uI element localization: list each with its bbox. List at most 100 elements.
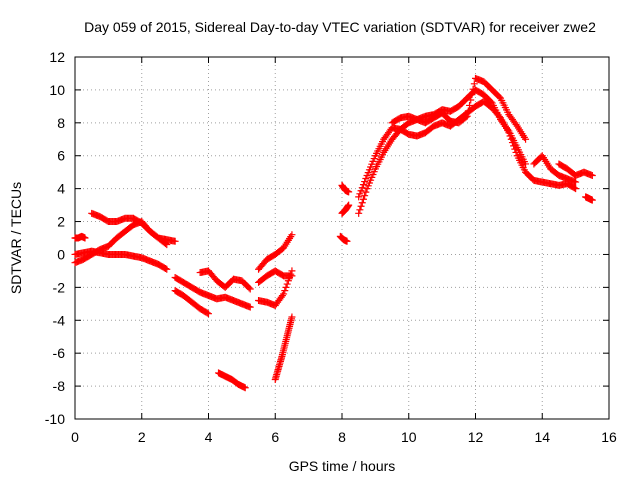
data-point <box>343 237 351 245</box>
data-series <box>388 74 530 143</box>
data-point <box>345 201 353 209</box>
data-point <box>278 292 286 300</box>
data-point <box>357 187 365 195</box>
data-point <box>512 148 520 156</box>
data-point <box>162 265 170 273</box>
data-point <box>357 202 365 210</box>
data-series <box>215 369 249 392</box>
data-point <box>507 135 515 143</box>
data-point <box>468 91 476 99</box>
data-point <box>356 206 364 214</box>
data-series <box>271 313 296 384</box>
y-axis-label: SDTVAR / TECUs <box>8 182 24 294</box>
data-series <box>522 168 580 193</box>
data-point <box>588 171 596 179</box>
data-point <box>359 195 367 203</box>
data-point <box>572 178 580 186</box>
data-series <box>338 181 353 196</box>
y-tick-label: 10 <box>49 82 65 98</box>
y-tick-label: 6 <box>57 148 65 164</box>
x-tick-label: 16 <box>601 429 617 445</box>
y-tick-label: -8 <box>53 378 66 394</box>
data-point <box>362 188 370 196</box>
data-point <box>362 175 370 183</box>
data-point <box>506 132 514 140</box>
axis-ticks <box>74 56 610 420</box>
data-point <box>288 272 296 280</box>
data-point <box>205 310 212 318</box>
y-tick-label: 12 <box>49 49 65 65</box>
data-point <box>588 196 596 204</box>
chart-title: Day 059 of 2015, Sidereal Day-to-day VTE… <box>84 19 596 35</box>
y-tick-label: -2 <box>53 279 66 295</box>
x-tick-label: 6 <box>271 429 279 445</box>
data-series <box>171 273 254 311</box>
data-point <box>522 160 530 168</box>
x-tick-labels: 0 2 4 6 8 10 12 14 16 <box>71 429 617 445</box>
data-point <box>508 139 516 147</box>
x-axis-label: GPS time / hours <box>289 458 396 474</box>
y-tick-label: 4 <box>57 181 65 197</box>
data-series <box>530 152 580 186</box>
data-point <box>470 80 478 88</box>
x-tick-label: 10 <box>401 429 417 445</box>
data-point <box>572 185 580 193</box>
x-tick-label: 14 <box>534 429 550 445</box>
x-tick-label: 12 <box>468 429 484 445</box>
data-point <box>203 309 211 317</box>
y-tick-label: 2 <box>57 214 65 230</box>
data-point <box>495 93 503 101</box>
y-tick-label: 0 <box>57 246 65 262</box>
data-series <box>555 160 596 179</box>
data-series <box>171 287 212 318</box>
y-tick-label: -10 <box>45 411 65 427</box>
data-series <box>582 193 596 204</box>
data-series <box>88 209 179 245</box>
y-tick-labels: -10 -8 -6 -4 -2 0 2 4 6 8 10 12 <box>45 49 65 427</box>
data-point <box>345 188 353 196</box>
data-point <box>246 285 254 293</box>
data-point <box>355 193 363 201</box>
y-tick-label: -4 <box>53 312 66 328</box>
data-points <box>71 74 596 392</box>
data-point <box>361 192 369 200</box>
y-tick-label: 8 <box>57 115 65 131</box>
data-point <box>358 199 366 207</box>
data-point <box>245 284 253 292</box>
data-point <box>282 283 290 291</box>
data-series <box>336 232 351 245</box>
data-point <box>510 142 518 150</box>
data-series <box>71 247 171 273</box>
data-point <box>163 265 171 273</box>
data-series <box>71 232 89 242</box>
data-point <box>464 107 472 115</box>
y-tick-label: -6 <box>53 345 66 361</box>
data-point <box>280 290 288 298</box>
data-point <box>288 313 296 321</box>
data-point <box>467 96 475 104</box>
data-point <box>466 101 474 109</box>
data-point <box>288 231 296 239</box>
data-point <box>171 237 179 245</box>
data-point <box>355 209 363 217</box>
x-tick-label: 4 <box>205 429 213 445</box>
data-series <box>71 218 171 267</box>
data-point <box>359 181 367 189</box>
data-series <box>255 267 296 309</box>
data-point <box>81 234 89 242</box>
data-series <box>255 231 296 273</box>
data-point <box>281 287 289 295</box>
data-point <box>241 384 249 392</box>
data-series <box>196 267 254 293</box>
x-tick-label: 2 <box>138 429 146 445</box>
data-point <box>246 303 254 311</box>
data-point <box>462 113 470 121</box>
data-series <box>338 201 353 217</box>
data-point <box>463 112 471 120</box>
data-point <box>283 280 291 288</box>
data-point <box>522 135 530 143</box>
data-point <box>570 184 578 192</box>
data-point <box>361 178 369 186</box>
x-tick-label: 8 <box>338 429 346 445</box>
